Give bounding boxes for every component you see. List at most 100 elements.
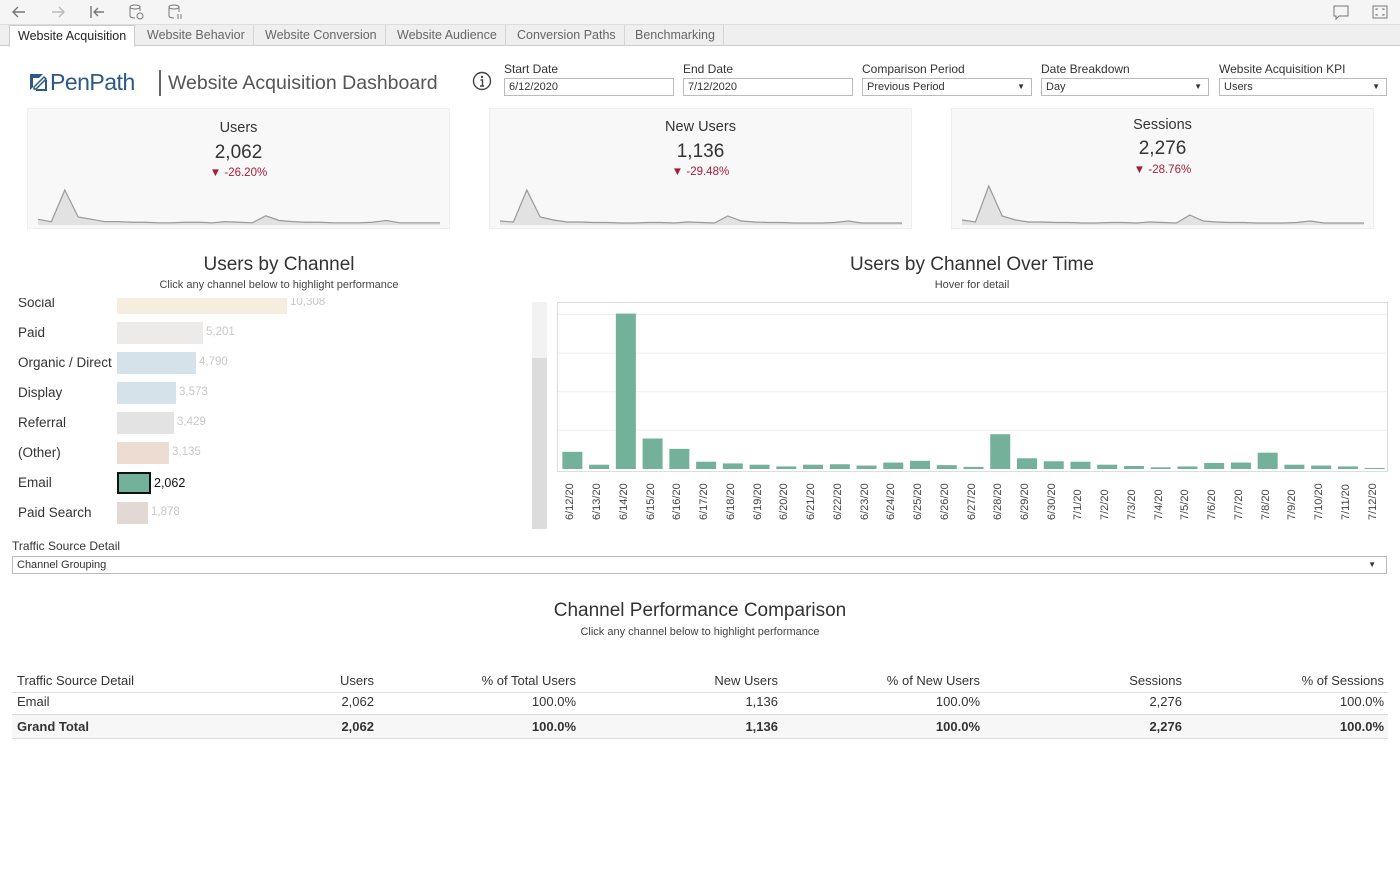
bar-7/10/20[interactable] [1311,465,1332,469]
kpi-card-new-users[interactable]: New Users 1,136 ▼ -29.48% [489,108,912,229]
channel-row[interactable]: Email 2,062 [12,471,532,495]
channel-bar[interactable] [117,442,169,464]
bar-7/2/20[interactable] [1097,464,1118,469]
kpi-title: New Users [665,119,736,135]
scrollbar-thumb[interactable] [532,358,547,529]
header-pct-sessions: % of Sessions [1301,673,1384,688]
channel-bar[interactable] [117,322,203,344]
bar-6/18/20[interactable] [722,463,743,469]
bar-6/21/20[interactable] [803,464,824,469]
x-tick-label: 6/14/20 [617,483,630,520]
x-tick-label: 6/22/20 [831,483,844,520]
back-arrow-icon[interactable] [8,2,30,22]
x-tick-label: 7/4/20 [1152,489,1165,520]
bar-6/14/20[interactable] [615,313,636,469]
tab-website-audience[interactable]: Website Audience [389,25,506,46]
comment-icon[interactable] [1330,2,1352,22]
logo-text: PenPath [50,68,135,95]
channel-row[interactable]: Paid Search 1,878 [12,501,532,525]
channel-row[interactable]: Display 3,573 [12,381,532,405]
tab-website-conversion[interactable]: Website Conversion [257,25,386,46]
comparison-period-value: Previous Period [867,81,945,93]
cell-pct-sessions: 100.0% [1339,694,1384,709]
channel-bar[interactable] [117,502,148,524]
pause-updates-icon[interactable] [164,2,186,22]
bar-6/20/20[interactable] [776,466,797,469]
table-row[interactable]: Email 2,062 100.0% 1,136 100.0% 2,276 10… [12,690,1388,715]
tab-benchmarking[interactable]: Benchmarking [627,25,724,46]
bar-6/25/20[interactable] [910,460,931,469]
channel-row[interactable]: (Other) 3,135 [12,441,532,465]
bar-6/22/20[interactable] [829,464,850,469]
channel-label: Email [18,475,52,490]
bar-7/1/20[interactable] [1070,461,1091,469]
channel-row[interactable]: Organic / Direct 4,790 [12,351,532,375]
bar-6/24/20[interactable] [883,462,904,469]
bar-6/13/20[interactable] [589,464,610,469]
sparkline-line [37,188,440,224]
revert-icon[interactable] [86,2,108,22]
tab-website-behavior[interactable]: Website Behavior [139,25,254,46]
bar-7/6/20[interactable] [1204,462,1225,469]
bar-6/17/20[interactable] [696,461,717,469]
channel-bar[interactable] [117,298,287,314]
bar-6/29/20[interactable] [1016,458,1037,469]
kpi-select[interactable]: Users ▼ [1219,78,1387,96]
bar-7/3/20[interactable] [1123,465,1144,469]
comparison-period-filter: Comparison Period Previous Period ▼ [862,62,1032,96]
bar-6/12/20[interactable] [562,451,583,469]
end-date-input[interactable]: 7/12/2020 [683,78,853,96]
bar-6/15/20[interactable] [642,438,663,469]
kpi-value: 1,136 [676,141,725,162]
bar-6/19/20[interactable] [749,464,770,469]
comparison-period-select[interactable]: Previous Period ▼ [862,78,1032,96]
tab-website-acquisition[interactable]: Website Acquisition [9,25,136,47]
sparkline-area [38,190,440,225]
channel-bar[interactable] [117,352,196,374]
channel-row[interactable]: Social 10,308 [12,298,532,315]
bar-7/7/20[interactable] [1230,462,1251,469]
refresh-data-icon[interactable] [125,2,147,22]
date-breakdown-select[interactable]: Day ▼ [1041,78,1209,96]
bar-6/23/20[interactable] [856,465,877,469]
cell-total-new-users: 1,136 [745,719,778,734]
x-tick-label: 6/19/20 [751,483,764,520]
x-tick-label: 7/11/20 [1339,484,1352,520]
traffic-source-select[interactable]: Channel Grouping ▼ [12,556,1387,574]
start-date-input[interactable]: 6/12/2020 [504,78,674,96]
channel-bar[interactable] [117,382,176,404]
bar-7/5/20[interactable] [1177,466,1198,469]
x-tick-label: 6/12/20 [564,483,577,520]
info-icon[interactable] [472,71,492,91]
kpi-filter: Website Acquisition KPI Users ▼ [1219,62,1387,96]
channel-bar[interactable] [117,412,174,434]
sparkline [37,188,440,225]
bar-7/8/20[interactable] [1257,452,1278,469]
channel-row[interactable]: Paid 5,201 [12,321,532,345]
fullscreen-icon[interactable] [1369,2,1391,22]
bar-6/30/20[interactable] [1043,461,1064,469]
channel-value: 1,878 [151,506,180,518]
bar-6/28/20[interactable] [990,434,1011,469]
bar-6/26/20[interactable] [936,465,957,469]
tab-conversion-paths[interactable]: Conversion Paths [509,25,625,46]
channel-row[interactable]: Referral 3,429 [12,411,532,435]
kpi-change: ▼ -26.20% [209,167,268,179]
bar-6/16/20[interactable] [669,448,690,469]
cell-total-sessions: 2,276 [1149,719,1182,734]
kpi-card-sessions[interactable]: Sessions 2,276 ▼ -28.76% [951,108,1374,229]
kpi-card-users[interactable]: Users 2,062 ▼ -26.20% [27,108,450,229]
bar-7/11/20[interactable] [1337,466,1358,469]
bar-7/4/20[interactable] [1150,467,1171,469]
users-by-channel-subtitle: Click any channel below to highlight per… [159,279,399,291]
header-new-users: New Users [714,673,778,688]
x-tick-label: 6/24/20 [885,483,898,520]
forward-arrow-icon[interactable] [47,2,69,22]
chevron-down-icon: ▼ [1017,82,1025,91]
channel-bar[interactable] [117,472,151,494]
cell-users: 2,062 [341,694,374,709]
chevron-down-icon: ▼ [1194,82,1202,91]
bar-6/27/20[interactable] [963,466,984,469]
bar-7/9/20[interactable] [1284,464,1305,469]
bar-7/12/20[interactable] [1364,468,1385,469]
